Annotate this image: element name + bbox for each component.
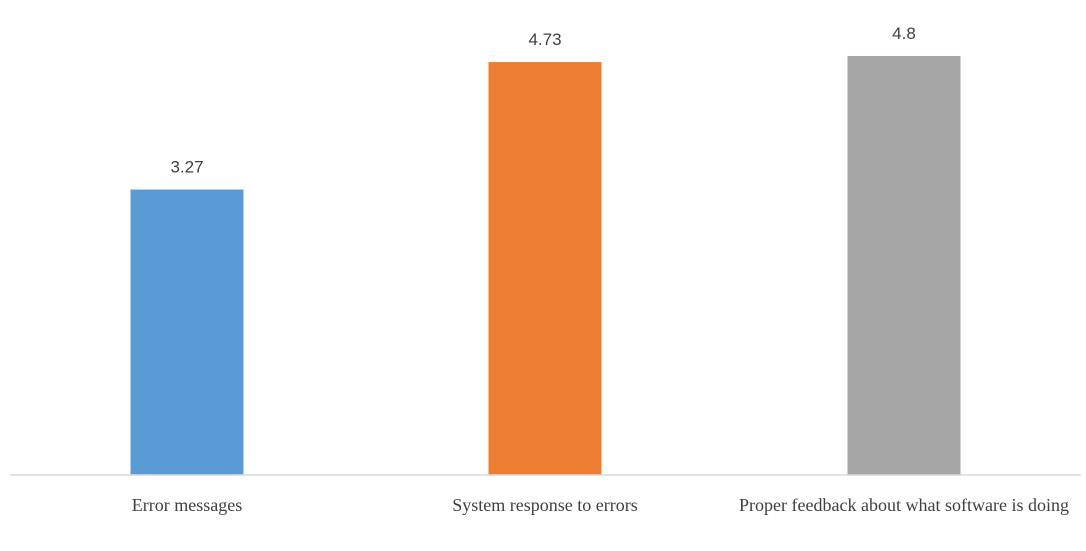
bar-proper-feedback — [847, 55, 961, 476]
bar-system-response — [488, 62, 602, 476]
data-label-error-messages: 3.27 — [170, 158, 203, 177]
category-label-error-messages: Error messages — [131, 495, 243, 515]
data-label-system-response: 4.73 — [528, 30, 561, 49]
data-label-proper-feedback: 4.8 — [892, 24, 916, 43]
category-label-proper-feedback: Proper feedback about what software is d… — [739, 495, 1069, 515]
bar-error-messages — [130, 189, 244, 476]
category-label-system-response: System response to errors — [452, 495, 638, 515]
